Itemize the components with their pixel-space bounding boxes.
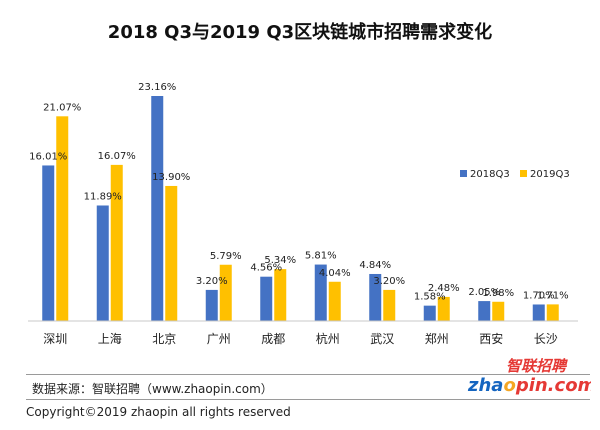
bar-2018Q3-3	[205, 289, 218, 321]
bar-2018Q3-0	[42, 165, 55, 321]
bar-2019Q3-0	[56, 116, 69, 321]
legend-swatch-2019Q3	[520, 170, 527, 177]
legend-label-2018Q3: 2018Q3	[470, 169, 510, 180]
x-tick-label-4: 成都	[261, 332, 285, 346]
value-label-2019Q3-6: 3.20%	[373, 276, 405, 287]
value-label-2019Q3-4: 5.34%	[264, 255, 296, 266]
bar-2018Q3-1	[96, 205, 109, 321]
bar-2018Q3-7	[423, 305, 436, 321]
value-label-2018Q3-4: 4.56%	[250, 263, 282, 274]
logo-english-text: zhaopin.com	[467, 375, 591, 396]
footer-divider-top	[26, 374, 590, 375]
value-labels-group: 16.01% 21.07% 11.89% 16.07% 23.16% 13.90% 3.20…	[29, 82, 568, 303]
value-label-2018Q3-2: 23.16%	[138, 82, 176, 93]
value-label-2018Q3-5: 5.81%	[305, 251, 337, 262]
x-tick-label-0: 深圳	[43, 332, 67, 346]
bar-2019Q3-2	[165, 185, 178, 321]
x-tick-label-7: 郑州	[425, 331, 449, 346]
bar-2019Q3-7	[437, 296, 450, 321]
value-label-2019Q3-9: 1.71%	[537, 290, 569, 301]
x-tick-label-8: 西安	[479, 331, 503, 346]
logo-chinese-text: 智联招聘	[506, 357, 568, 375]
value-label-2018Q3-3: 3.20%	[196, 276, 228, 287]
legend-swatch-2018Q3	[460, 170, 467, 177]
value-label-2019Q3-0: 21.07%	[43, 102, 81, 113]
bar-2019Q3-1	[110, 164, 123, 321]
bar-2018Q3-2	[151, 96, 164, 321]
value-label-2018Q3-8: 2.05%	[468, 287, 500, 298]
x-tick-label-2: 北京	[152, 332, 176, 346]
bar-2019Q3-6	[383, 289, 396, 321]
x-tick-label-5: 杭州	[316, 331, 340, 346]
value-label-2018Q3-6: 4.84%	[359, 260, 391, 271]
value-label-2018Q3-9: 1.70%	[523, 290, 555, 301]
data-source-note: 数据来源：智联招聘（www.zhaopin.com）	[32, 382, 273, 396]
bar-2018Q3-4	[260, 276, 273, 321]
bar-2018Q3-6	[369, 273, 382, 321]
x-tick-label-3: 广州	[207, 332, 231, 346]
x-tick-label-1: 上海	[98, 331, 122, 346]
bars-group	[42, 96, 559, 321]
legend-label-2019Q3: 2019Q3	[530, 169, 570, 180]
bar-2019Q3-5	[328, 281, 341, 321]
value-label-2018Q3-1: 11.89%	[84, 191, 122, 202]
footer-divider-bottom	[26, 399, 590, 400]
value-label-2018Q3-7: 1.58%	[414, 292, 446, 303]
value-label-2019Q3-3: 5.79%	[210, 251, 242, 262]
chart-title: 2018 Q3与2019 Q3区块链城市招聘需求变化	[107, 22, 493, 43]
bar-2018Q3-5	[314, 264, 327, 321]
value-label-2019Q3-5: 4.04%	[319, 268, 351, 279]
x-tick-label-9: 长沙	[534, 332, 558, 346]
bar-2018Q3-9	[532, 304, 545, 321]
zhaopin-logo: 智联招聘 zhaopin.com	[467, 357, 591, 396]
bar-2019Q3-3	[219, 264, 232, 321]
bar-2018Q3-8	[478, 301, 491, 321]
bar-2019Q3-4	[274, 269, 287, 321]
bar-2019Q3-9	[546, 304, 559, 321]
bar-2019Q3-8	[492, 301, 505, 321]
x-tick-label-6: 武汉	[370, 332, 394, 346]
x-tick-labels-group: 深圳 上海 北京 广州 成都 杭州 武汉 郑州 西安 长沙	[43, 331, 558, 346]
legend: 2018Q3 2019Q3	[460, 169, 570, 180]
value-label-2019Q3-1: 16.07%	[98, 151, 136, 162]
value-label-2019Q3-8: 1.98%	[482, 288, 514, 299]
copyright-note: Copyright©2019 zhaopin all rights reserv…	[26, 405, 291, 419]
value-label-2019Q3-7: 2.48%	[428, 283, 460, 294]
value-label-2018Q3-0: 16.01%	[29, 151, 67, 162]
value-label-2019Q3-2: 13.90%	[152, 172, 190, 183]
